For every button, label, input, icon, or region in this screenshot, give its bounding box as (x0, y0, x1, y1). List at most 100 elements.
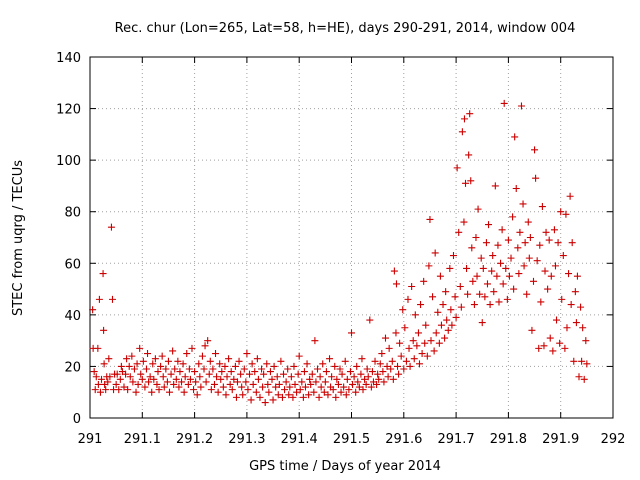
data-point (533, 257, 541, 265)
data-point (352, 388, 360, 396)
data-point (409, 337, 417, 345)
data-point (453, 164, 461, 172)
data-point (474, 205, 482, 213)
data-point (511, 133, 519, 141)
data-point (253, 355, 261, 363)
data-point (206, 357, 214, 365)
data-point (295, 352, 303, 360)
y-axis-label: STEC from uqrg / TECUs (11, 160, 26, 316)
data-point (125, 362, 133, 370)
data-point (240, 365, 248, 373)
data-point (418, 350, 426, 358)
x-tick-label: 291.7 (437, 432, 474, 447)
data-point (146, 373, 154, 381)
data-point (390, 267, 398, 275)
data-point (242, 378, 250, 386)
data-point (289, 393, 297, 401)
data-point (497, 259, 505, 267)
x-tick-labels: 291 291.1 291.2 291.3 291.4 291.5 291.6 291.7 29… (78, 432, 626, 447)
data-point (322, 368, 330, 376)
data-point (540, 342, 548, 350)
data-point (349, 380, 357, 388)
data-point (260, 370, 268, 378)
data-point (212, 350, 220, 358)
data-point (132, 388, 140, 396)
data-point (375, 375, 383, 383)
data-point (520, 262, 528, 270)
data-point (287, 373, 295, 381)
data-point (538, 203, 546, 211)
data-point (275, 380, 283, 388)
data-point (404, 295, 412, 303)
x-tick-label: 291 (78, 432, 103, 447)
data-point (165, 388, 173, 396)
data-point (290, 362, 298, 370)
data-point (481, 293, 489, 301)
data-point (376, 360, 384, 368)
x-tick-label: 291.3 (228, 432, 265, 447)
data-point (402, 357, 410, 365)
data-point (210, 380, 218, 388)
data-point (337, 388, 345, 396)
data-point (514, 244, 522, 252)
data-point (154, 368, 162, 376)
data-point (467, 177, 475, 185)
x-tick-label: 291.8 (490, 432, 527, 447)
data-point (113, 370, 121, 378)
data-point (380, 378, 388, 386)
data-point (172, 375, 180, 383)
data-point (205, 370, 213, 378)
data-point (225, 355, 233, 363)
data-point (430, 347, 438, 355)
data-point (196, 373, 204, 381)
data-point (392, 329, 400, 337)
data-point (361, 375, 369, 383)
data-point (451, 293, 459, 301)
data-point (572, 319, 580, 327)
data-point (207, 386, 215, 394)
data-point (395, 370, 403, 378)
data-point (300, 368, 308, 376)
data-point (228, 386, 236, 394)
data-point (174, 357, 182, 365)
data-point (392, 280, 400, 288)
data-point (437, 321, 445, 329)
data-point (408, 282, 416, 290)
data-point (170, 380, 178, 388)
data-point (431, 249, 439, 257)
data-point (99, 270, 107, 278)
data-point (296, 386, 304, 394)
data-point (385, 344, 393, 352)
data-point (232, 393, 240, 401)
data-point (490, 288, 498, 296)
data-point (247, 396, 255, 404)
data-point (139, 357, 147, 365)
data-point (579, 324, 587, 332)
data-point (388, 357, 396, 365)
data-point (524, 218, 532, 226)
data-point (329, 386, 337, 394)
data-point (578, 357, 586, 365)
data-point (457, 303, 465, 311)
data-point (100, 326, 108, 334)
data-point (439, 301, 447, 309)
data-point (532, 174, 540, 182)
data-point (141, 383, 149, 391)
data-point (570, 357, 578, 365)
data-point (462, 179, 470, 187)
data-point (108, 295, 116, 303)
data-point (460, 218, 468, 226)
x-axis-label: GPS time / Days of year 2014 (249, 459, 441, 474)
data-point (310, 388, 318, 396)
data-point (557, 208, 565, 216)
data-point (197, 383, 205, 391)
data-point (401, 324, 409, 332)
data-point (426, 215, 434, 223)
x-tick-label: 291.2 (176, 432, 213, 447)
data-point (346, 368, 354, 376)
data-point (466, 110, 474, 118)
data-point (394, 362, 402, 370)
data-point (303, 360, 311, 368)
data-point (336, 365, 344, 373)
